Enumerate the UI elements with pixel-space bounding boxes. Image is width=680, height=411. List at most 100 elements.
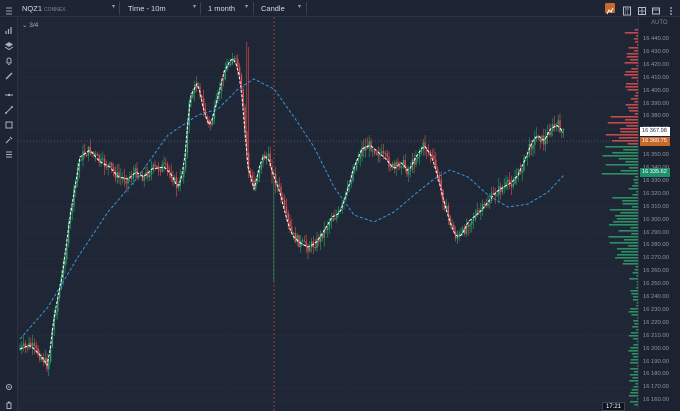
chart-legend: ⌄ 3/4 — [22, 21, 38, 29]
volume-profile-bar — [636, 275, 638, 277]
chevron-down-icon: ▾ — [298, 4, 302, 10]
candle-body — [505, 182, 507, 187]
volume-profile-bar — [630, 308, 638, 310]
price-chart[interactable] — [18, 17, 638, 411]
list-icon[interactable] — [4, 147, 14, 158]
trash-icon[interactable] — [4, 397, 14, 409]
candle-body — [377, 153, 379, 156]
price-axis-tick: 16 160.00 — [643, 397, 669, 404]
candle-body — [287, 213, 289, 222]
candle-body — [289, 221, 291, 227]
candle-body — [328, 221, 331, 227]
volume-profile-bar — [637, 44, 638, 46]
candle-body — [391, 163, 394, 168]
settings-icon[interactable] — [4, 379, 14, 390]
candle-body — [224, 70, 226, 80]
candle-body — [553, 124, 556, 128]
candle-body — [238, 66, 241, 75]
volume-profile-bar — [625, 71, 638, 73]
candle-body — [550, 130, 552, 135]
indicator-icon[interactable] — [605, 3, 615, 15]
brush-icon[interactable] — [4, 68, 14, 80]
volume-profile-bar — [634, 182, 638, 184]
candle-body — [282, 197, 284, 200]
chart-type-selector[interactable]: Candle — [261, 4, 285, 13]
price-axis-tick: 16 190.00 — [643, 358, 669, 365]
candle-body — [66, 243, 68, 260]
candle-body — [314, 246, 316, 249]
volume-profile-bar — [634, 404, 638, 406]
volume-profile-bar — [626, 83, 638, 85]
volume-profile-bar — [616, 248, 638, 250]
chart-icon[interactable] — [4, 23, 14, 34]
layers-icon[interactable] — [4, 38, 14, 51]
candle-body — [463, 228, 466, 234]
candle-body — [555, 124, 558, 128]
candle-body — [22, 343, 25, 346]
volume-profile-bar — [630, 290, 638, 292]
candle-body — [431, 155, 433, 157]
price-tag-lower: 16 335.62 — [640, 168, 670, 177]
timeframe-selector[interactable]: Time - 10m — [128, 4, 166, 13]
pencil-icon[interactable] — [4, 102, 14, 114]
crosshair-time-label: 17:21 — [602, 402, 626, 411]
candle-body — [76, 170, 79, 182]
auto-scale-toggle[interactable]: AUTO — [651, 20, 668, 26]
candle-body — [125, 181, 127, 184]
candle-body — [327, 226, 329, 231]
candle-body — [237, 59, 239, 67]
candle-body — [420, 149, 423, 153]
window-icon[interactable] — [651, 3, 661, 15]
volume-profile-bar — [632, 185, 638, 187]
candle-body — [537, 135, 540, 139]
candle-body — [102, 158, 104, 160]
volume-profile-bar — [622, 203, 638, 205]
volume-profile-bar — [633, 320, 638, 322]
volume-profile-bar — [605, 164, 638, 166]
candle-body — [480, 211, 482, 213]
candle-body — [361, 147, 363, 156]
candle-body — [319, 233, 322, 242]
candle-body — [19, 348, 21, 350]
more-icon[interactable] — [666, 3, 676, 15]
menu-icon[interactable] — [4, 3, 14, 15]
chart-area[interactable] — [18, 17, 638, 411]
symbol-selector[interactable]: NQZ1 CONNEX — [22, 2, 65, 15]
candle-body — [78, 160, 81, 171]
candle-body — [267, 153, 270, 157]
candle-body — [309, 247, 311, 252]
volume-profile-bar — [625, 119, 638, 121]
candle-body — [523, 157, 525, 171]
volume-profile-bar — [628, 188, 638, 190]
range-selector[interactable]: 1 month — [208, 4, 236, 13]
price-axis-tick: 16 250.00 — [643, 281, 669, 288]
bell-icon[interactable] — [4, 53, 14, 65]
candle-body — [251, 175, 253, 180]
candle-body — [44, 358, 46, 363]
candle-body — [202, 98, 205, 109]
candle-body — [75, 181, 77, 189]
candle-body — [157, 166, 160, 171]
volume-profile-bar — [612, 152, 638, 154]
candle-body — [310, 241, 313, 248]
volume-profile-bar — [623, 260, 638, 262]
candle-body — [168, 169, 171, 173]
symbol-sub-label: CONNEX — [44, 7, 66, 13]
candle-body — [186, 125, 189, 153]
collapse-icon[interactable]: ⌄ — [22, 22, 28, 29]
price-axis[interactable] — [638, 17, 680, 411]
candle-body — [514, 178, 516, 184]
hline-icon[interactable] — [4, 87, 14, 97]
eyedropper-icon[interactable] — [4, 132, 14, 144]
volume-profile-bar — [616, 218, 638, 220]
calculator-icon[interactable] — [622, 3, 632, 16]
candle-body — [303, 240, 306, 242]
crop-icon[interactable] — [4, 117, 14, 129]
volume-profile-bar — [615, 215, 638, 217]
candle-body — [127, 178, 129, 184]
candle-body — [145, 172, 147, 176]
volume-profile-bar — [629, 401, 638, 403]
candle-body — [435, 159, 437, 169]
volume-profile-bar — [630, 98, 638, 100]
grid-icon[interactable] — [637, 3, 647, 15]
